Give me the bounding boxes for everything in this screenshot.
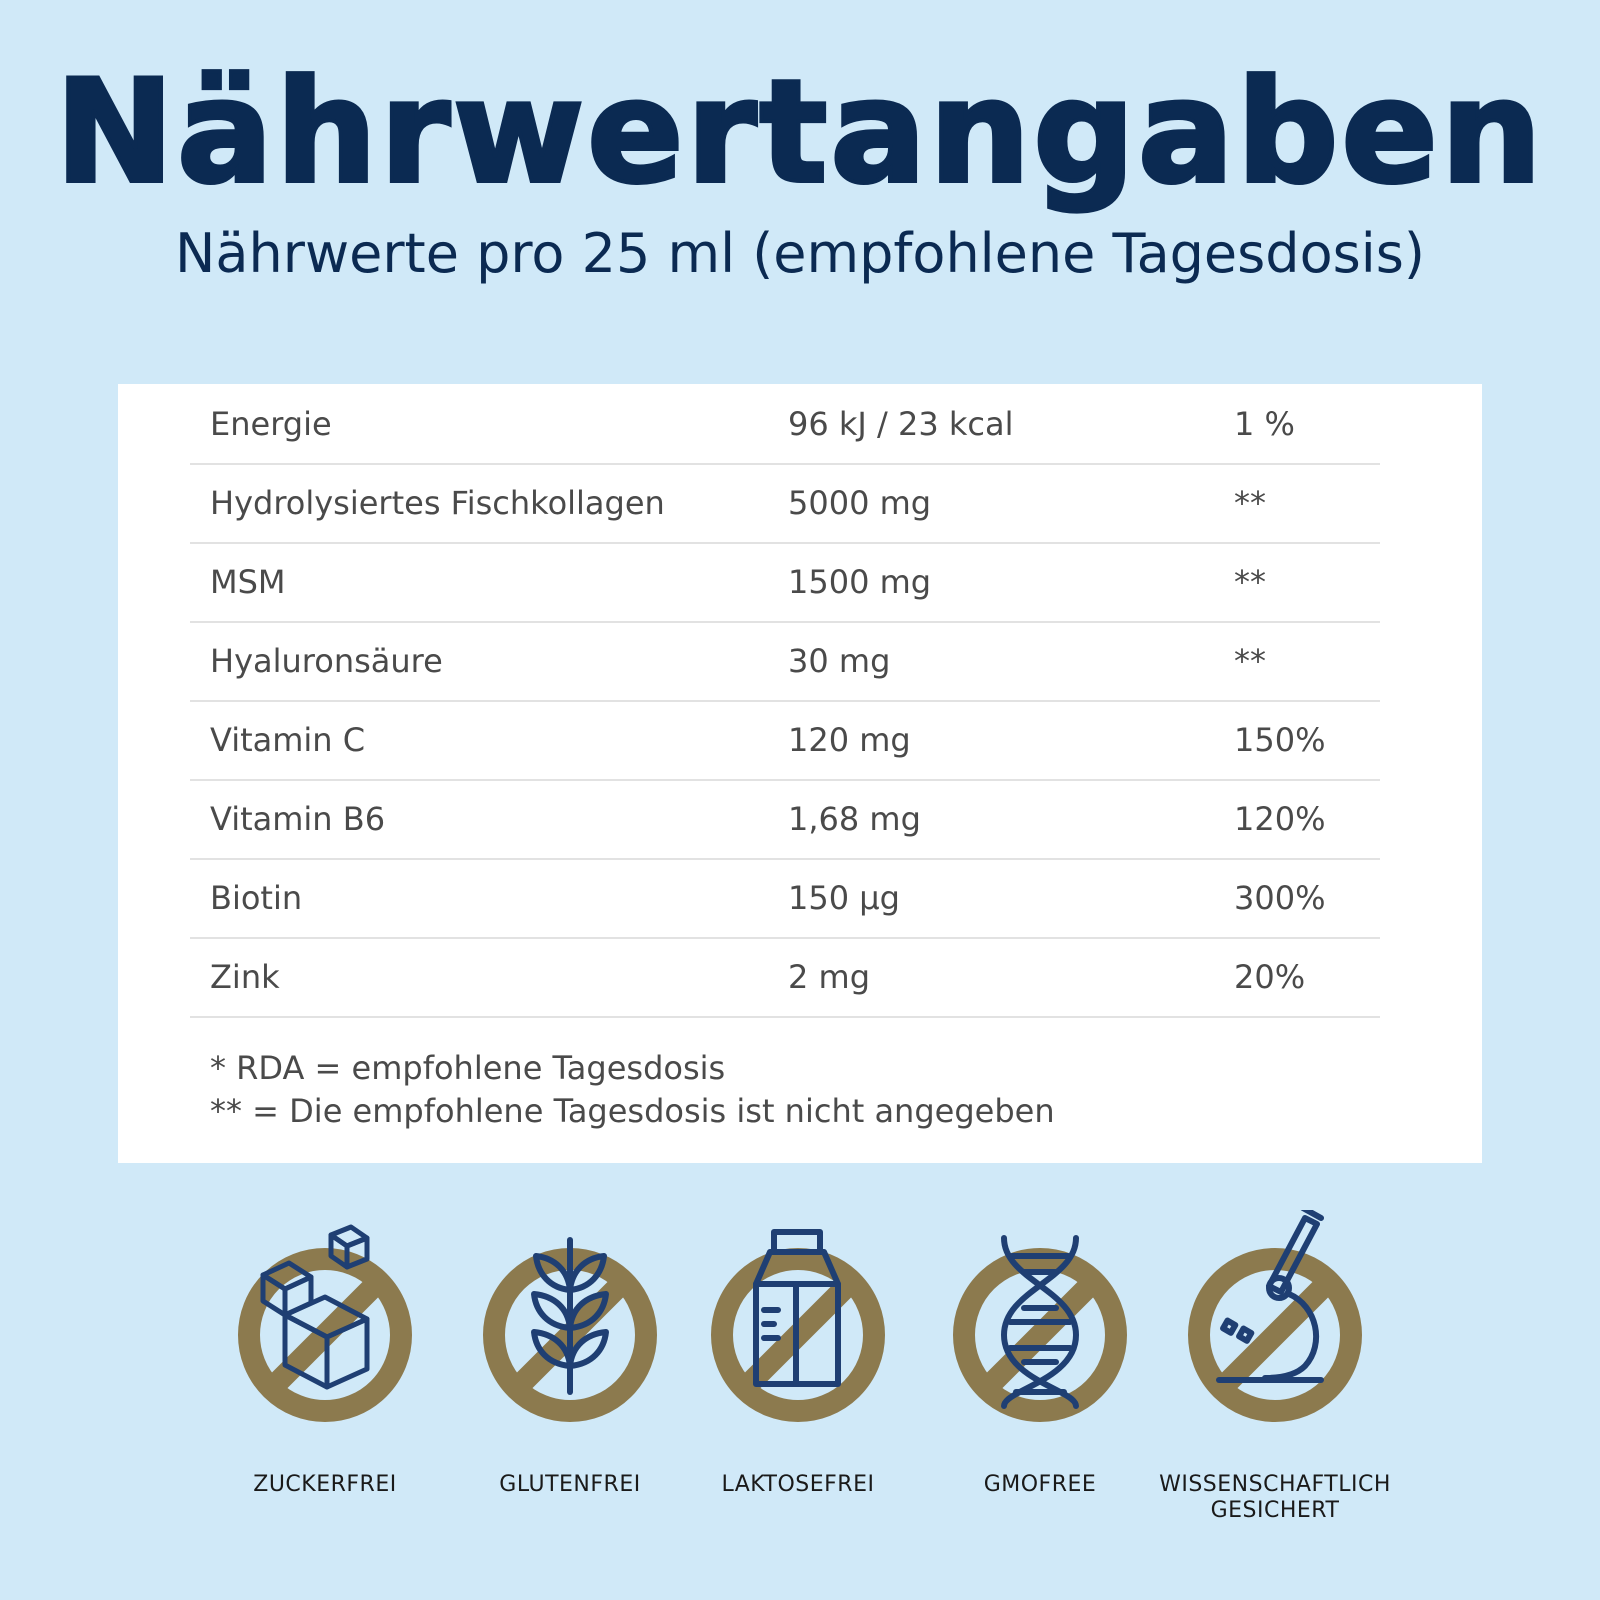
table-row: Biotin 150 µg 300%	[190, 858, 1380, 939]
badge-scientifically-proven: WISSENSCHAFTLICH GESICHERT	[1155, 1210, 1395, 1523]
badge-gluten-free: GLUTENFREI	[450, 1210, 690, 1497]
badge-gmo-free: GMOFREE	[920, 1210, 1160, 1497]
nutrient-name: Vitamin B6	[210, 799, 386, 838]
badge-label: ZUCKERFREI	[253, 1472, 397, 1497]
nutrient-amount: 120 mg	[788, 720, 911, 759]
nutrition-table: Energie 96 kJ / 23 kcal 1 % Hydrolysiert…	[118, 384, 1482, 1163]
table-row: MSM 1500 mg **	[190, 542, 1380, 623]
table-row: Vitamin B6 1,68 mg 120%	[190, 779, 1380, 860]
badge-sugar-free: ZUCKERFREI	[205, 1210, 445, 1497]
nutrient-rda: 120%	[1234, 799, 1326, 838]
table-footnotes: * RDA = empfohlene Tagesdosis ** = Die e…	[210, 1047, 1055, 1133]
nutrient-amount: 96 kJ / 23 kcal	[788, 404, 1014, 443]
nutrient-name: Biotin	[210, 878, 303, 917]
table-row: Hydrolysiertes Fischkollagen 5000 mg **	[190, 463, 1380, 544]
nutrient-amount: 1500 mg	[788, 562, 932, 601]
nutrient-name: Vitamin C	[210, 720, 366, 759]
page-subtitle: Nährwerte pro 25 ml (empfohlene Tagesdos…	[175, 222, 1425, 285]
nutrient-name: Energie	[210, 404, 332, 443]
nutrient-name: MSM	[210, 562, 286, 601]
table-row: Energie 96 kJ / 23 kcal 1 %	[190, 384, 1380, 465]
nutrient-rda: **	[1234, 641, 1266, 680]
nutrient-rda: 20%	[1234, 957, 1306, 996]
badge-label: GMOFREE	[983, 1472, 1097, 1497]
nutrient-name: Hyaluronsäure	[210, 641, 443, 680]
nutrient-rda: **	[1234, 483, 1266, 522]
nutrient-name: Hydrolysiertes Fischkollagen	[210, 483, 665, 522]
nutrient-amount: 150 µg	[788, 878, 900, 917]
table-row: Vitamin C 120 mg 150%	[190, 700, 1380, 781]
nutrient-name: Zink	[210, 957, 280, 996]
nutrient-amount: 1,68 mg	[788, 799, 921, 838]
nutrient-amount: 5000 mg	[788, 483, 932, 522]
wheat-icon	[483, 1237, 657, 1422]
dna-icon	[953, 1235, 1127, 1422]
nutrient-rda: 150%	[1234, 720, 1326, 759]
feature-badges: ZUCKERFREI GLUTENFREI	[0, 1210, 1600, 1530]
microscope-icon	[1188, 1210, 1362, 1422]
sugar-cubes-icon	[238, 1224, 412, 1422]
nutrient-amount: 30 mg	[788, 641, 891, 680]
page-title: Nährwertangaben	[53, 50, 1545, 215]
nutrient-amount: 2 mg	[788, 957, 871, 996]
nutrient-rda: **	[1234, 562, 1266, 601]
footnote-not-specified: ** = Die empfohlene Tagesdosis ist nicht…	[210, 1092, 1055, 1130]
table-row: Zink 2 mg 20%	[190, 937, 1380, 1018]
milk-carton-icon	[711, 1229, 885, 1422]
nutrient-rda: 1 %	[1234, 404, 1295, 443]
footnote-rda: * RDA = empfohlene Tagesdosis	[210, 1049, 726, 1087]
table-row: Hyaluronsäure 30 mg **	[190, 621, 1380, 702]
badge-label: WISSENSCHAFTLICH GESICHERT	[1159, 1472, 1391, 1523]
badge-label: LAKTOSEFREI	[721, 1472, 875, 1497]
badge-lactose-free: LAKTOSEFREI	[678, 1210, 918, 1497]
nutrient-rda: 300%	[1234, 878, 1326, 917]
badge-label: GLUTENFREI	[499, 1472, 641, 1497]
